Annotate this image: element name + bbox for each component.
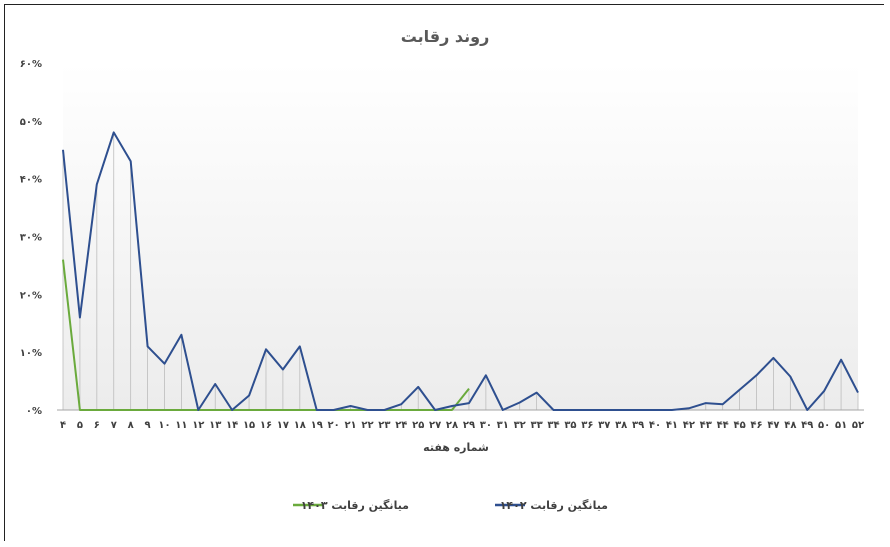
x-tick-label: ۴۸ [784, 420, 796, 431]
x-tick-label: ۲۷ [429, 420, 441, 431]
x-tick-label: ۱۵ [243, 420, 255, 431]
x-tick-label: ۴ [60, 420, 66, 431]
x-tick-label: ۳۹ [632, 420, 644, 431]
drop-lines [62, 132, 859, 410]
x-tick-label: ۲۲ [361, 420, 373, 431]
legend-label: میانگین رقابت ۱۴۰۲ [500, 499, 608, 512]
line-chart: روند رقابت ۰%۱۰%۲۰%۳۰%۴۰%۵۰%۶۰% ۴ ۵ ۶ ۷ ۸ ۹ ۱۰… [5, 5, 885, 542]
y-tick-label: ۳۰% [20, 233, 42, 244]
x-tick-label: ۳۶ [581, 420, 593, 431]
x-tick-label: ۱۲ [192, 420, 204, 431]
x-tick-label: ۲۹ [463, 420, 475, 431]
x-tick-label: ۲۴ [395, 420, 407, 431]
chart-frame: روند رقابت ۰% ۱۰% ۲۰% ۳۰% ۴۰% ۵۰% ۶۰% ۴ ۵ ۶ ۷ ۸ ۹ ۱۰… [4, 4, 885, 542]
y-tick-label: ۲۰% [20, 290, 42, 301]
x-tick-label: ۲۰ [328, 420, 340, 431]
x-tick-label: ۸ [128, 420, 134, 431]
x-tick-label: ۲۵ [412, 420, 424, 431]
x-tick-label: ۲۸ [446, 420, 458, 431]
x-tick-label: ۱۸ [294, 420, 306, 431]
x-tick-label: ۲۱ [344, 420, 356, 431]
x-tick-label: ۳۵ [564, 420, 576, 431]
x-tick-label: ۳۷ [598, 420, 610, 431]
x-tick-label: ۱۷ [277, 420, 289, 431]
x-tick-label: ۳۸ [615, 420, 627, 431]
x-tick-label: ۴۵ [733, 420, 745, 431]
x-tick-label: ۳۴ [547, 420, 559, 431]
series-lines [62, 131, 859, 411]
plot-area [63, 63, 858, 410]
x-tick-label: ۶ [94, 420, 100, 431]
x-tick-label: ۴۳ [700, 420, 712, 431]
x-axis: ۴ ۵ ۶ ۷ ۸ ۹ ۱۰ ۱۱ ۱۲ ۱۳ ۱۴ ۱۵ ۱۶ ۱۷ ۱۸ ۱۹ ۲۰ ۲۱ ۲۲ ۲۳ ۲۴ ۲۵ ۲۷… [60, 420, 864, 431]
x-tick-label: ۴۶ [750, 420, 762, 431]
series-line [62, 259, 470, 411]
x-axis-title: شماره هفته [423, 441, 489, 454]
x-tick-label: ۱۹ [311, 420, 323, 431]
x-tick-label: ۲۳ [378, 420, 390, 431]
x-tick-label: ۱۴ [226, 420, 238, 431]
y-tick-label: ۱۰% [20, 348, 42, 359]
x-tick-label: ۴۰ [649, 420, 661, 431]
y-tick-label: ۰% [26, 406, 42, 417]
y-tick-label: ۴۰% [20, 175, 42, 186]
x-tick-label: ۴۴ [717, 420, 729, 431]
x-tick-label: ۴۲ [683, 420, 695, 431]
x-tick-label: ۵ [77, 420, 83, 431]
x-tick-label: ۱۳ [209, 420, 221, 431]
y-axis: ۰% ۱۰% ۲۰% ۳۰% ۴۰% ۵۰% ۶۰% [20, 59, 42, 417]
plot-background [63, 63, 858, 410]
x-tick-label: ۵۲ [852, 420, 864, 431]
x-tick-label: ۹ [145, 420, 151, 431]
x-tick-label: ۳۰ [480, 420, 492, 431]
x-tick-label: ۱۰ [158, 420, 170, 431]
x-tick-label: ۳۲ [514, 420, 526, 431]
x-tick-label: ۴۹ [801, 420, 813, 431]
y-tick-label: ۶۰% [20, 59, 42, 70]
legend: میانگین رقابت ۱۴۰۲ میانگین رقابت ۱۴۰۳ [293, 499, 608, 512]
x-tick-label: ۱۶ [260, 420, 272, 431]
legend-label: میانگین رقابت ۱۴۰۳ [301, 499, 409, 512]
x-tick-label: ۴۷ [767, 420, 779, 431]
y-tick-label: ۵۰% [20, 117, 42, 128]
x-tick-label: ۵۱ [835, 420, 847, 431]
x-tick-label: ۷ [111, 420, 117, 431]
x-tick-label: ۱۱ [175, 420, 187, 431]
x-tick-label: ۴۱ [666, 420, 678, 431]
x-tick-label: ۳۳ [531, 420, 543, 431]
series-line [62, 131, 859, 411]
x-tick-label: ۵۰ [818, 420, 830, 431]
x-tick-label: ۳۱ [497, 420, 509, 431]
chart-title: روند رقابت [401, 27, 490, 46]
